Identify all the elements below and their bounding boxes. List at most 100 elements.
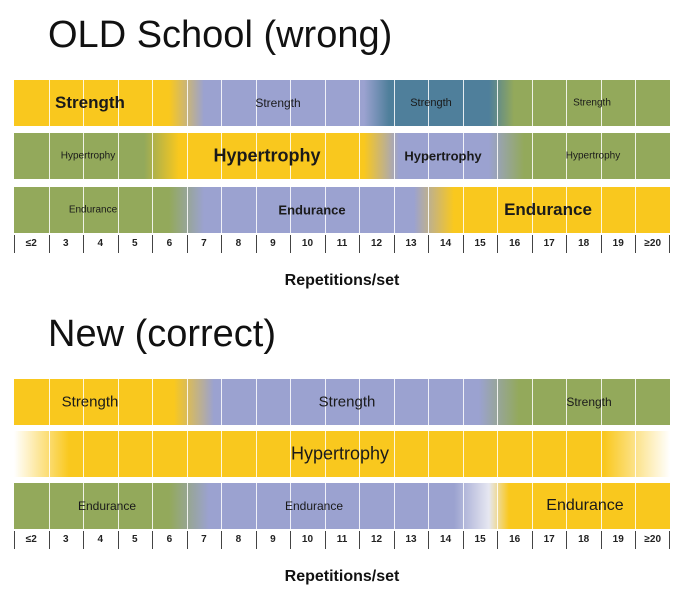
axis-tick-label: 15 bbox=[474, 238, 486, 249]
axis-tick-line bbox=[531, 235, 533, 253]
axis-tick-label: 10 bbox=[301, 534, 314, 545]
axis-tick-label: 15 bbox=[474, 534, 486, 545]
axis-tick-label: 14 bbox=[440, 534, 452, 545]
axis-tick-line bbox=[290, 235, 292, 253]
axis-tick-label: 4 bbox=[97, 534, 104, 545]
axis-tick-line bbox=[393, 531, 395, 549]
new-endurance-label-yellow: Endurance bbox=[546, 497, 624, 514]
axis-tick-line bbox=[117, 235, 119, 253]
axis-tick-label: 16 bbox=[509, 534, 521, 545]
new-axis-label: Repetitions/set bbox=[284, 568, 400, 585]
axis-tick-line bbox=[255, 531, 257, 549]
old-strength-label-teal: Strength bbox=[410, 97, 452, 109]
old-hypertrophy-label-blue: Hypertrophy bbox=[404, 148, 482, 164]
axis-tick-line bbox=[324, 531, 326, 549]
axis-tick-label: 3 bbox=[63, 238, 69, 249]
new-strength-label-green: Strength bbox=[566, 395, 612, 409]
axis-tick-label: 4 bbox=[97, 238, 104, 249]
axis-tick-line bbox=[83, 235, 85, 253]
axis-tick-line bbox=[152, 531, 154, 549]
axis-tick-line bbox=[359, 531, 361, 549]
axis-tick-label: 18 bbox=[578, 238, 590, 249]
axis-tick-line bbox=[428, 235, 430, 253]
new-strength-label-blue: Strength bbox=[318, 393, 376, 411]
axis-tick-label: 7 bbox=[201, 534, 207, 545]
axis-tick-label: 19 bbox=[612, 238, 624, 249]
axis-tick-label: 8 bbox=[235, 534, 242, 545]
axis-tick-label: 5 bbox=[132, 534, 138, 545]
axis-tick-label: 3 bbox=[63, 534, 69, 545]
axis-tick-line bbox=[635, 531, 637, 549]
old-hypertrophy-band: Hypertrophy Hypertrophy Hypertrophy Hype… bbox=[14, 133, 670, 179]
axis-tick-label: ≤2 bbox=[25, 238, 37, 249]
new-hypertrophy-label: Hypertrophy bbox=[290, 443, 390, 464]
axis-tick-line bbox=[83, 531, 85, 549]
axis-tick-label: 9 bbox=[270, 534, 276, 545]
axis-tick-line bbox=[531, 531, 533, 549]
axis-tick-line bbox=[566, 235, 568, 253]
axis-tick-line bbox=[255, 235, 257, 253]
axis-tick-line bbox=[497, 531, 499, 549]
axis-tick-line bbox=[600, 531, 602, 549]
old-strength-band: Strength Strength Strength Strength bbox=[14, 80, 670, 126]
axis-tick-line bbox=[669, 531, 670, 549]
axis-tick-line bbox=[152, 235, 154, 253]
old-strength-label-yellow: Strength bbox=[55, 93, 125, 112]
new-hypertrophy-band: Hypertrophy bbox=[14, 431, 670, 477]
axis-tick-line bbox=[290, 531, 292, 549]
axis-tick-label: 5 bbox=[132, 238, 138, 249]
axis-tick-label: 18 bbox=[578, 534, 590, 545]
axis-tick-line bbox=[669, 235, 670, 253]
axis-tick-label: 8 bbox=[235, 238, 242, 249]
old-strength-label-green: Strength bbox=[573, 97, 611, 109]
axis-tick-line bbox=[14, 531, 15, 549]
axis-tick-line bbox=[462, 531, 464, 549]
axis-tick-label: 14 bbox=[440, 238, 452, 249]
axis-tick-label: ≥20 bbox=[644, 534, 662, 545]
axis-tick-label: 19 bbox=[612, 534, 624, 545]
axis-tick-line bbox=[186, 235, 188, 253]
axis-tick-label: 16 bbox=[509, 238, 521, 249]
old-endurance-label-blue: Endurance bbox=[278, 202, 346, 218]
new-endurance-label-green: Endurance bbox=[77, 499, 137, 513]
axis-tick-line bbox=[462, 235, 464, 253]
axis-tick-label: 10 bbox=[301, 238, 314, 249]
axis-tick-label: ≥20 bbox=[644, 238, 662, 249]
axis-tick-line bbox=[393, 235, 395, 253]
old-strength-label-blue: Strength bbox=[255, 96, 301, 110]
axis-tick-line bbox=[48, 235, 50, 253]
axis-tick-label: 6 bbox=[166, 238, 173, 249]
axis-tick-line bbox=[428, 531, 430, 549]
old-endurance-band: Endurance Endurance Endurance bbox=[14, 187, 670, 233]
axis-tick-line bbox=[324, 235, 326, 253]
axis-tick-line bbox=[14, 235, 15, 253]
axis-tick-label: 17 bbox=[543, 238, 555, 249]
old-hypertrophy-label-green-right: Hypertrophy bbox=[565, 150, 621, 162]
old-hypertrophy-label-yellow: Hypertrophy bbox=[213, 145, 321, 166]
new-endurance-band: Endurance Endurance Endurance bbox=[14, 483, 670, 529]
axis-tick-line bbox=[48, 531, 50, 549]
axis-tick-line bbox=[117, 531, 119, 549]
axis-tick-line bbox=[497, 235, 499, 253]
axis-tick-line bbox=[221, 531, 223, 549]
axis-tick-label: 13 bbox=[405, 534, 417, 545]
axis-tick-line bbox=[359, 235, 361, 253]
axis-tick-label: 13 bbox=[405, 238, 417, 249]
axis-tick-label: 12 bbox=[370, 238, 383, 249]
old-endurance-label-green: Endurance bbox=[68, 204, 118, 216]
axis-tick-label: 7 bbox=[201, 238, 207, 249]
axis-tick-label: 12 bbox=[370, 534, 383, 545]
axis-tick-line bbox=[186, 531, 188, 549]
old-hypertrophy-label-green-left: Hypertrophy bbox=[60, 150, 116, 162]
axis-tick-label: 17 bbox=[543, 534, 555, 545]
old-school-title: OLD School (wrong) bbox=[48, 14, 393, 56]
axis-tick-line bbox=[635, 235, 637, 253]
axis-tick-line bbox=[221, 235, 223, 253]
old-endurance-label-yellow: Endurance bbox=[504, 200, 592, 219]
axis-tick-label: 11 bbox=[336, 238, 348, 249]
axis-tick-label: 9 bbox=[270, 238, 276, 249]
new-strength-label-yellow: Strength bbox=[61, 393, 119, 411]
new-endurance-label-blue: Endurance bbox=[284, 499, 344, 513]
axis-tick-label: 6 bbox=[166, 534, 173, 545]
old-repetitions-axis: ≤2 3 4 5 6 7 8 9 10 11 12 13 14 15 16 17 18 19 ≥20 bbox=[14, 235, 670, 253]
